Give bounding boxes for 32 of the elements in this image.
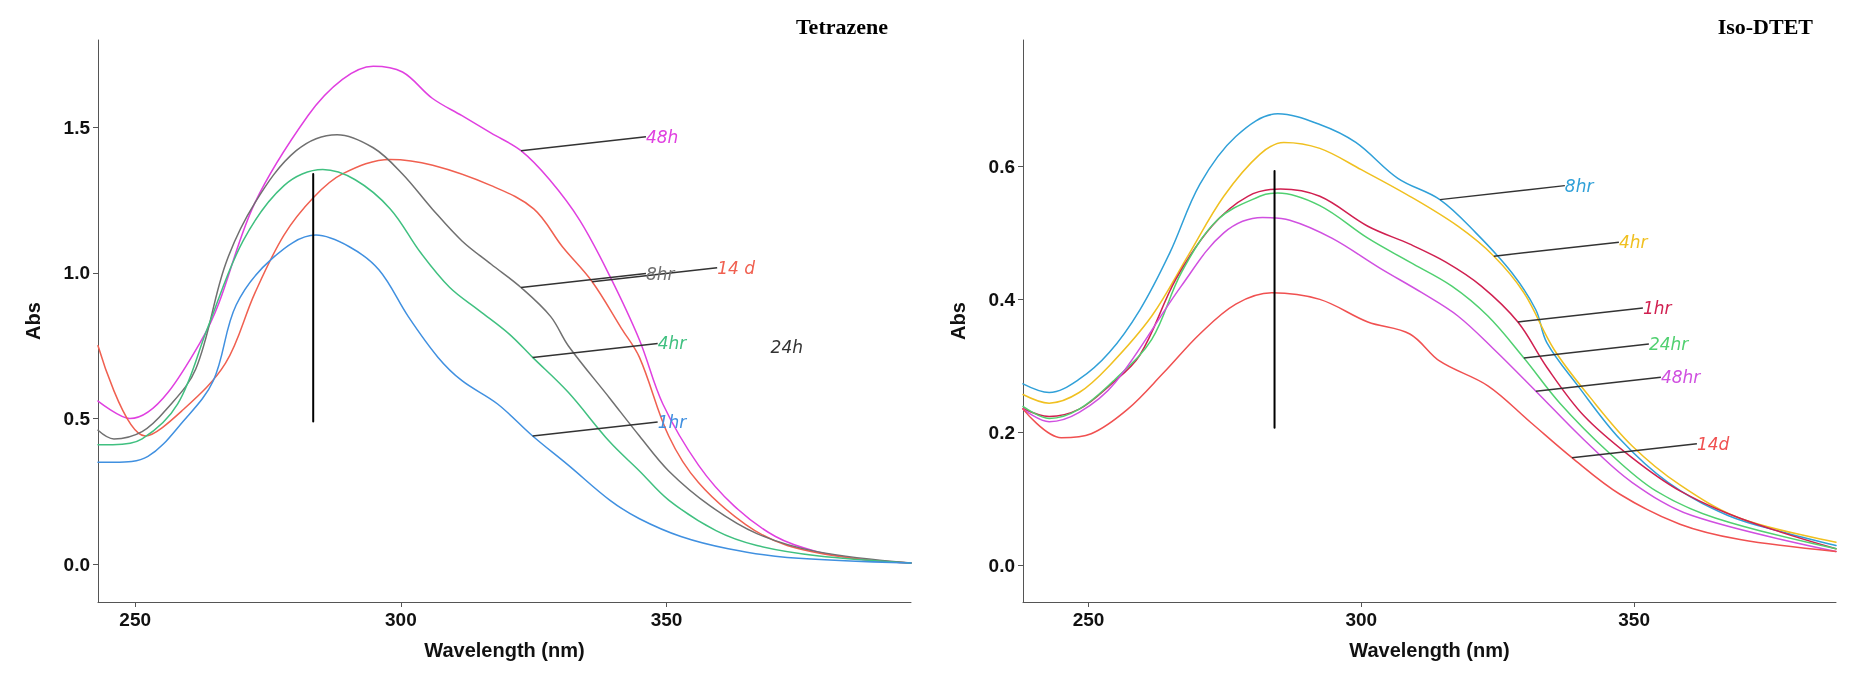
x-tick-label: 350 — [650, 609, 683, 630]
y-axis-title: Abs — [22, 302, 44, 340]
text: 1hr — [1642, 298, 1673, 318]
y-tick-label: 0.5 — [63, 408, 91, 430]
text: 48hr — [1660, 367, 1702, 388]
text: 8hr — [1564, 175, 1595, 196]
x-axis-title: Wavelength (nm) — [424, 639, 585, 661]
text: 4hr — [657, 333, 688, 354]
x-tick-label: 300 — [1345, 609, 1378, 630]
x-axis-title: Wavelength (nm) — [1349, 639, 1510, 661]
chart-title: Iso-DTET — [1717, 13, 1814, 39]
text: 4hr — [1618, 232, 1649, 253]
line-series — [97, 234, 912, 564]
x-tick-label: 300 — [385, 609, 417, 630]
x-tick-label: 250 — [119, 609, 152, 630]
x-tick-label: 350 — [1618, 609, 1650, 630]
y-axis-title: Abs — [947, 302, 969, 340]
y-tick-label: 0.2 — [988, 421, 1015, 443]
y-tick-label: 0.0 — [63, 553, 90, 575]
y-tick-label: 0.4 — [988, 288, 1016, 310]
text: 24hr — [1648, 333, 1690, 354]
text: 14d — [1696, 433, 1730, 454]
x-tick-label: 250 — [1072, 609, 1105, 630]
chart-title: Tetrazene — [795, 13, 889, 39]
annotation: 24h — [770, 336, 803, 357]
y-tick-label: 1.0 — [63, 262, 90, 284]
y-tick-label: 1.5 — [63, 116, 91, 138]
text: 48h — [645, 126, 679, 147]
line-series — [1022, 291, 1837, 553]
y-tick-label: 0.6 — [988, 155, 1015, 177]
text: 14 d — [717, 257, 756, 278]
y-tick-label: 0.0 — [988, 554, 1015, 576]
